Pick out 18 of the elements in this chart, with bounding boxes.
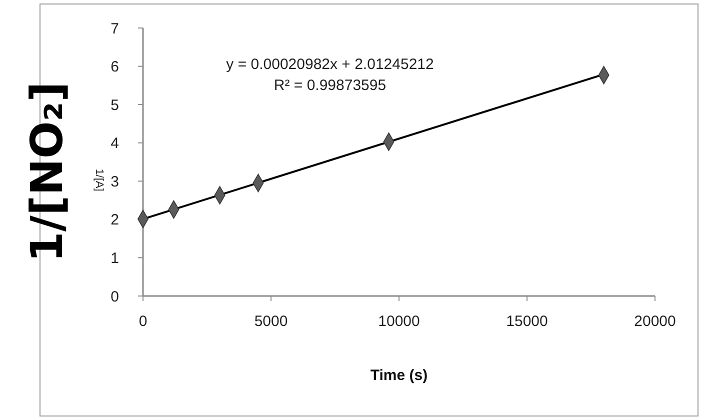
annotation: R² = 0.99873595 (274, 77, 386, 94)
y-tick-label: 2 (110, 212, 119, 229)
x-axis-title: Time (s) (370, 367, 428, 384)
annotation: y = 0.00020982x + 2.01245212 (226, 56, 434, 73)
x-tick-label: 0 (138, 313, 148, 330)
y-tick-label: 5 (110, 96, 119, 114)
x-tick-label: 15000 (506, 313, 548, 330)
y-axis-title: 1/[NO₂] (22, 82, 73, 262)
x-tick-label: 5000 (254, 313, 288, 330)
y-tick-label: 0 (110, 288, 119, 306)
y-tick-label: 6 (110, 58, 119, 76)
x-tick-label: 20000 (634, 313, 676, 330)
x-tick-label: 10000 (378, 313, 420, 330)
y-tick-label: 4 (110, 135, 119, 152)
y-tick-label: 3 (110, 173, 119, 190)
y-tick-label: 1 (110, 250, 119, 267)
text: 1/[A] (93, 168, 105, 192)
y-tick-label: 7 (110, 20, 119, 38)
